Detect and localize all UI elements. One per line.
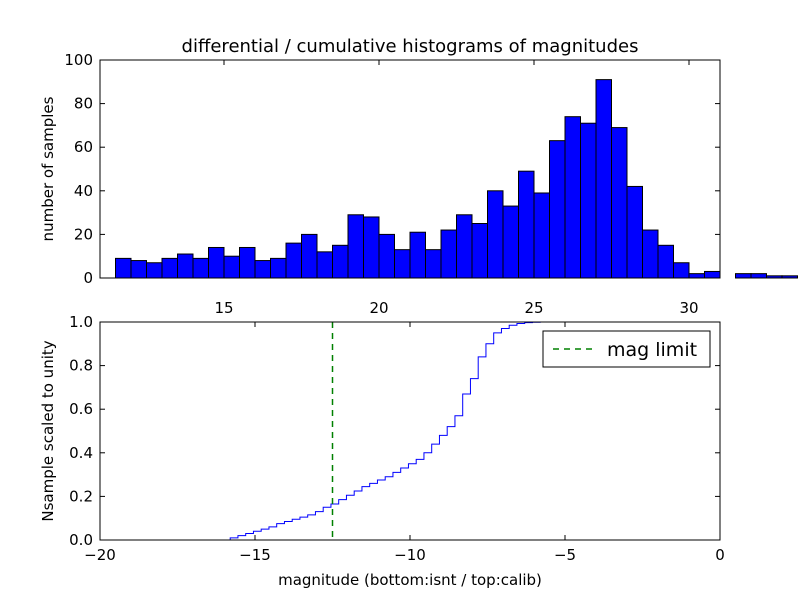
y-tick-label: 0.4 — [69, 444, 93, 462]
y-tick-label: 0.2 — [69, 487, 93, 505]
bottom-axis-ticks: −20 −15 −10 −5 0 0.0 0.2 0.4 0.6 0.8 1.0 — [69, 313, 725, 564]
histogram-bar — [192, 257, 209, 279]
bottom-x-axis-label: magnitude (bottom:isnt / top:calib) — [278, 571, 542, 589]
histogram-bar — [223, 255, 240, 279]
histogram-bar — [115, 257, 132, 279]
x-tick-label: −15 — [239, 546, 271, 564]
legend: mag limit — [542, 330, 711, 368]
histogram-bar — [177, 253, 194, 279]
histogram-bar — [409, 231, 426, 279]
legend-label: mag limit — [607, 339, 697, 361]
histogram-bar — [704, 270, 721, 279]
histogram-bar — [161, 257, 178, 279]
top-plot-frame — [99, 59, 721, 279]
histogram-bar — [347, 214, 364, 279]
histogram-bar — [456, 214, 473, 279]
histogram-bar — [487, 190, 504, 279]
top-y-axis-label: number of samples — [39, 96, 57, 241]
top-axis-ticks: 15 20 25 30 0 20 40 60 80 100 — [64, 51, 720, 317]
histogram-bar — [301, 233, 318, 279]
histogram-bar — [766, 275, 783, 279]
y-tick-label: 20 — [74, 225, 93, 243]
histogram-bar — [502, 205, 519, 279]
histogram-bar — [425, 249, 442, 279]
histogram-bar — [239, 246, 256, 279]
x-tick-label: 0 — [715, 546, 725, 564]
y-tick-label: 100 — [64, 51, 93, 69]
y-tick-label: 60 — [74, 138, 93, 156]
histogram-bar — [750, 273, 767, 279]
cumulative-step-line — [100, 321, 720, 541]
histogram-bar — [580, 122, 597, 279]
histogram-bar — [626, 185, 643, 279]
y-tick-label: 40 — [74, 182, 93, 200]
x-tick-label: −10 — [394, 546, 426, 564]
x-tick-label: 30 — [679, 299, 698, 317]
histogram-bar — [316, 251, 333, 279]
histogram-bar — [595, 79, 612, 279]
histogram-bar — [394, 249, 411, 279]
histogram-bar — [363, 216, 380, 279]
chart-title: differential / cumulative histograms of … — [182, 36, 639, 57]
histogram-bar — [533, 192, 550, 279]
x-tick-label: −20 — [84, 546, 116, 564]
histogram-bar — [735, 273, 752, 279]
cumulative-panel: Nsample scaled to unity magnitude (botto… — [39, 313, 725, 589]
bottom-y-axis-label: Nsample scaled to unity — [39, 340, 57, 521]
x-tick-label: 25 — [524, 299, 543, 317]
legend-box — [542, 330, 711, 368]
histogram-bar — [285, 242, 302, 279]
histogram-bar — [781, 275, 798, 279]
histogram-bar — [378, 233, 395, 279]
y-tick-label: 0 — [83, 269, 93, 287]
y-tick-label: 80 — [74, 95, 93, 113]
histogram-bar — [642, 229, 659, 279]
histogram-bar — [332, 244, 349, 279]
histogram-bar — [270, 257, 287, 279]
x-tick-label: 20 — [369, 299, 388, 317]
histogram-bar — [130, 260, 147, 279]
bottom-plot-frame — [99, 321, 721, 541]
histogram-bar — [146, 262, 163, 279]
cumulative-plot-area — [100, 321, 720, 541]
y-tick-label: 0.6 — [69, 400, 93, 418]
histogram-panel: differential / cumulative histograms of … — [39, 36, 798, 317]
histogram-bar — [208, 246, 225, 279]
x-tick-label: −5 — [554, 546, 576, 564]
histogram-bar — [254, 260, 271, 279]
y-tick-label: 0.8 — [69, 357, 93, 375]
histogram-bar — [564, 116, 581, 279]
y-tick-label: 1.0 — [69, 313, 93, 331]
histogram-bar — [611, 127, 628, 279]
histogram-bars — [115, 79, 798, 279]
histogram-bar — [673, 262, 690, 279]
y-tick-label: 0.0 — [69, 531, 93, 549]
histogram-bar — [440, 229, 457, 279]
histogram-bar — [688, 273, 705, 279]
histogram-bar — [518, 170, 535, 279]
x-tick-label: 15 — [214, 299, 233, 317]
histogram-bar — [471, 223, 488, 279]
histogram-bar — [549, 140, 566, 279]
histogram-bar — [657, 244, 674, 279]
